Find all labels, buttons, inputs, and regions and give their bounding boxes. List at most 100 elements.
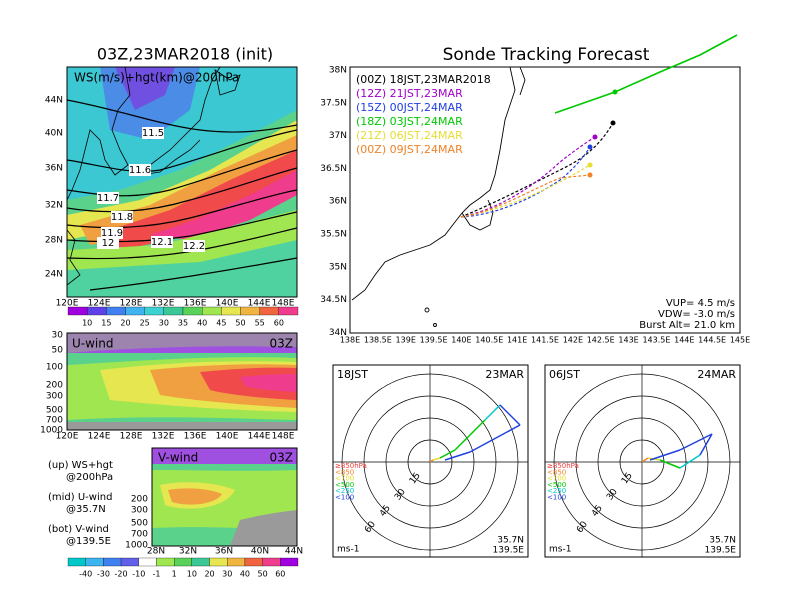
lon-label: 136E — [184, 432, 207, 442]
track-param: Burst Alt= 21.0 km — [639, 320, 735, 331]
track-frame — [349, 66, 741, 334]
colorbar-swatch — [67, 557, 86, 567]
note: (mid) U-wind — [48, 492, 112, 503]
lon-label: 124E — [88, 432, 111, 442]
lat-label: 37N — [329, 131, 347, 141]
colorbar-swatch — [244, 557, 263, 567]
hodo-trace — [641, 457, 649, 463]
track-line — [460, 146, 591, 218]
hodo-trace — [659, 459, 681, 469]
colorbar-label: 30 — [222, 570, 232, 579]
wind-field — [67, 67, 297, 297]
pressure-label: 50 — [52, 346, 64, 356]
colorbar-swatch — [280, 557, 299, 567]
hodo-ring — [597, 417, 687, 507]
track-line — [460, 164, 591, 218]
contour-label: 11.6 — [129, 165, 151, 176]
colorbar-label: 20 — [120, 319, 130, 328]
lon-label: 140E — [451, 336, 471, 345]
hodo-level: ≥850hPa — [335, 462, 367, 470]
hodo-trace — [499, 404, 521, 426]
hodo-level: <500 — [335, 481, 354, 489]
hodo-level: <850 — [547, 468, 566, 476]
lon-label: 144E — [248, 432, 271, 442]
uwind-field — [67, 333, 297, 430]
lat-label: 38N — [329, 66, 347, 76]
pressure-label: 200 — [131, 495, 148, 505]
contour-label-bg — [151, 236, 173, 248]
track-end — [610, 120, 616, 126]
lon-label: 132E — [152, 432, 175, 442]
hodo-trace — [439, 449, 456, 459]
lat-label: 35N — [329, 262, 347, 272]
hodo-lat: 35.7N — [709, 536, 736, 546]
hodo-trace — [484, 404, 501, 421]
colorbar-label: -1 — [152, 570, 160, 579]
note: (bot) V-wind — [48, 524, 109, 535]
note: @139.5E — [66, 536, 111, 547]
colorbar-label: 10 — [82, 319, 92, 328]
colorbar — [67, 557, 299, 567]
track-param: VDW= -3.0 m/s — [658, 309, 735, 320]
legend-entry: (00Z) 18JST,23MAR2018 — [356, 73, 491, 86]
contour-label: 11.8 — [111, 212, 133, 223]
lon-label: 144.5E — [698, 336, 726, 345]
hodo-trace — [649, 449, 681, 461]
panel-label: V-wind — [158, 451, 198, 465]
lon-label: 144E — [248, 299, 271, 309]
lat-label: 36N — [329, 197, 347, 207]
contour-label-bg — [97, 237, 119, 249]
pressure-label: 700 — [131, 530, 148, 540]
colorbar-label: 1 — [172, 570, 177, 579]
note: (up) WS+hgt — [48, 460, 113, 471]
lat-label: 34N — [329, 328, 347, 338]
contour-label: 12.1 — [151, 237, 173, 248]
colorbar-label: -30 — [97, 570, 110, 579]
colorbar-label: -20 — [115, 570, 128, 579]
colorbar-label: 30 — [159, 319, 169, 328]
lon-label: 132E — [152, 299, 175, 309]
hodo-trace — [469, 424, 521, 453]
hodo-date: 24MAR — [697, 368, 736, 381]
lon-label: 128E — [120, 432, 143, 442]
hodo-ring — [575, 395, 709, 529]
legend-entry: (15Z) 00JST,24MAR — [356, 101, 463, 114]
lon-label: 120E — [56, 299, 79, 309]
contour-label-bg — [101, 227, 123, 239]
hodo-level: <700 — [547, 475, 566, 483]
hodo-level: <850 — [335, 468, 354, 476]
lon-label: 120E — [56, 432, 79, 442]
colorbar-label: 60 — [275, 570, 285, 579]
hodo-level: <700 — [335, 475, 354, 483]
colorbar-swatch — [191, 557, 210, 567]
pressure-label: 100 — [46, 363, 63, 373]
pressure-label: 30 — [52, 331, 64, 341]
colorbar-swatch — [174, 557, 192, 567]
colorbar-swatch — [103, 557, 122, 567]
contour-label: 12 — [102, 238, 115, 249]
legend-entry: (18Z) 03JST,24MAR — [356, 115, 463, 128]
lat-label: 32N — [45, 201, 63, 211]
pressure-label: 700 — [46, 416, 63, 426]
hodo-lon: 139.5E — [493, 546, 525, 556]
hodo-level: <250 — [547, 487, 566, 495]
lon-label: 143.5E — [642, 336, 670, 345]
colorbar-swatch — [278, 306, 299, 316]
lat-label: 36N — [45, 164, 63, 174]
colorbar-label: 15 — [101, 319, 111, 328]
hodo-date: 23MAR — [485, 368, 524, 381]
contour-label: 11.9 — [101, 228, 123, 239]
contour-label-bg — [129, 164, 151, 176]
hodo-unit: ms-1 — [337, 545, 359, 555]
hodo-trace — [454, 419, 486, 451]
track-line — [460, 174, 591, 218]
map-title: 03Z,23MAR2018 (init) — [97, 45, 273, 64]
colorbar-label: 50 — [258, 570, 268, 579]
hodo-trace — [699, 433, 713, 456]
hodo-ring — [385, 417, 475, 507]
hodo-trace — [432, 457, 441, 461]
hodo-ring — [553, 373, 731, 551]
